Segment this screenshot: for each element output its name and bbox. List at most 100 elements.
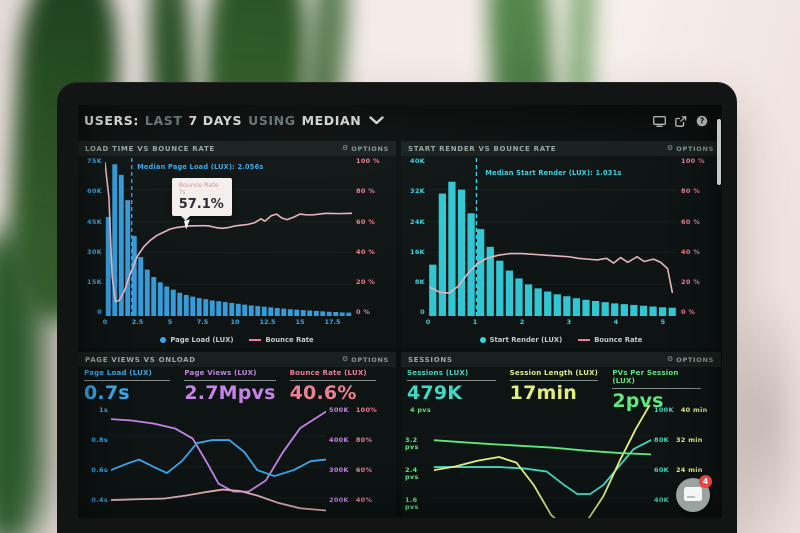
y-axis-tick: 80 % [356, 187, 376, 196]
y-axis-tick: 40 % [681, 247, 701, 256]
y-axis-tick: 20 % [681, 278, 701, 287]
sessions-chart[interactable] [434, 405, 651, 518]
panel-header: START RENDER VS BOUNCE RATE ⚙ OPTIONS [401, 141, 721, 156]
laptop: USERS: LAST 7 DAYS USING MEDIAN [57, 82, 737, 533]
kpi-label: Page Views (LUX) [184, 369, 257, 377]
y-axis-tick: 0 % [356, 308, 371, 317]
legend-label: Bounce Rate [265, 336, 314, 344]
plant-leaf [0, 230, 45, 533]
y-axis-tick: 200K [329, 496, 349, 504]
y-axis-tick: 40K [654, 496, 669, 504]
users-filter-dropdown[interactable]: USERS: LAST 7 DAYS USING MEDIAN [84, 113, 385, 128]
y-axis-tick: 100 % [356, 157, 380, 165]
kpi-label: Session Length (LUX) [509, 369, 599, 377]
page-views-chart[interactable] [111, 405, 326, 518]
legend-line-icon [249, 339, 262, 341]
legend-item-start-render[interactable]: Start Render (LUX) [479, 336, 562, 344]
options-button[interactable]: ⚙ OPTIONS [342, 145, 389, 153]
kpi-label: PVs Per Session (LUX) [612, 369, 679, 385]
panel-header: SESSIONS ⚙ OPTIONS [401, 352, 721, 367]
share-icon[interactable] [675, 115, 687, 127]
y-axis-tick: 40K [410, 157, 425, 165]
kpi-value: 2pvs [612, 390, 664, 412]
y-axis-tick: 8K [414, 278, 425, 287]
header-last-label: LAST [144, 113, 183, 128]
x-axis-tick: 12.5 [259, 318, 276, 326]
options-button[interactable]: ⚙ OPTIONS [667, 145, 714, 153]
panel-start-render-vs-bounce-rate: START RENDER VS BOUNCE RATE ⚙ OPTIONS 40… [401, 141, 721, 348]
kpi-page-views: Page Views (LUX) 2.7Mpvs [184, 369, 289, 403]
chevron-down-icon[interactable] [369, 116, 385, 125]
y-axis-right: 100 % 80 % 60 % 40 % 20 % 0 % [356, 158, 391, 316]
kpi-value: 17min [509, 382, 577, 404]
options-button[interactable]: ⚙ OPTIONS [667, 356, 714, 364]
x-axis-tick: 17.5 [324, 318, 341, 326]
legend-label: Page Load (LUX) [170, 336, 234, 344]
y-axis-tick: 60 % [356, 217, 376, 226]
y-axis-tick: 0 [97, 308, 102, 317]
scrollbar-thumb[interactable] [717, 119, 721, 185]
load-time-chart[interactable]: Median Page Load (LUX): 2.056s Bounce Ra… [105, 158, 352, 316]
legend-dot-icon [479, 337, 486, 343]
y-axis-tick: 60 % [681, 217, 701, 226]
x-axis: 0 1 2 3 4 5 [426, 318, 677, 329]
start-render-chart[interactable]: Median Start Render (LUX): 1.031s [428, 158, 677, 316]
y-axis-tick: 100K [654, 406, 674, 414]
y-axis-tick: 80% [355, 436, 373, 444]
y-axis-tick: 45K [87, 217, 102, 226]
chat-bubble-icon [684, 487, 702, 501]
options-label: OPTIONS [351, 355, 389, 364]
kpi-row: Page Load (LUX) 0.7s Page Views (LUX) 2.… [84, 369, 390, 403]
tooltip-x-value: 7s [178, 190, 186, 196]
monitor-icon[interactable] [653, 115, 666, 127]
y-axis-tick: 20 % [356, 278, 376, 287]
y-axis-tick: 80 % [681, 187, 701, 196]
y-axis-tick: 0.6s [91, 466, 108, 474]
y-axis-tick: 0.4s [91, 496, 108, 504]
y-axis-tick: 300K [329, 466, 349, 474]
legend-dot-icon [160, 337, 167, 343]
options-gear-icon: ⚙ [667, 144, 674, 152]
options-gear-icon: ⚙ [342, 355, 349, 363]
x-axis-tick: 10 [230, 318, 240, 326]
kpi-label: Bounce Rate (LUX) [289, 369, 367, 377]
legend-item-bounce-rate[interactable]: Bounce Rate [578, 336, 642, 344]
x-axis-tick: 2 [519, 318, 525, 326]
median-annotation: Median Start Render (LUX): 1.031s [485, 169, 622, 177]
panel-page-views-vs-onload: PAGE VIEWS VS ONLOAD ⚙ OPTIONS Page Load… [78, 352, 396, 518]
y-axis-tick: 400K [329, 436, 349, 444]
legend-item-page-load[interactable]: Page Load (LUX) [160, 336, 233, 344]
y-axis-tick: 15K [87, 278, 102, 287]
median-annotation: Median Page Load (LUX): 2.056s [137, 163, 264, 171]
options-gear-icon: ⚙ [342, 144, 349, 152]
options-button[interactable]: ⚙ OPTIONS [342, 356, 389, 364]
y-axis-tick: 3.2 pvs [405, 436, 419, 451]
chat-widget-button[interactable]: 4 [676, 475, 712, 512]
chart-legend: Page Load (LUX) Bounce Rate [78, 336, 396, 344]
x-axis-tick: 5 [167, 318, 173, 326]
y-axis-tick: 32K [410, 187, 425, 196]
header-using-label: USING [248, 113, 296, 128]
y-axis-tick: 40% [355, 496, 373, 504]
kpi-divider [289, 380, 377, 381]
kpi-bounce-rate: Bounce Rate (LUX) 40.6% [289, 369, 390, 403]
kpi-session-length: Session Length (LUX) 17min [509, 369, 613, 411]
x-axis-tick: 5 [660, 318, 666, 326]
header-icon-bar: ? [653, 115, 708, 127]
legend-item-bounce-rate[interactable]: Bounce Rate [249, 336, 314, 344]
y-axis-tick: 0.8s [91, 436, 108, 444]
x-axis-tick: 7.5 [196, 318, 209, 326]
y-axis-tick: 0 % [681, 308, 696, 317]
x-axis-tick: 4 [613, 318, 619, 326]
help-icon[interactable]: ? [696, 115, 708, 127]
x-axis-tick: 15 [295, 318, 305, 326]
legend-label: Bounce Rate [594, 336, 643, 344]
y-axis-tick: 1s [99, 406, 108, 414]
y-axis-tick: 32 min [675, 436, 703, 444]
panel-title: START RENDER VS BOUNCE RATE [408, 144, 557, 153]
y-axis-right: 100K 40 min 80K 32 min 60K 24 min 40K [654, 405, 716, 518]
panel-sessions: SESSIONS ⚙ OPTIONS Sessions (LUX) 479K [401, 352, 721, 518]
panel-title: SESSIONS [408, 355, 453, 364]
kpi-page-load: Page Load (LUX) 0.7s [84, 369, 184, 403]
y-axis-tick: 40 % [356, 247, 376, 256]
